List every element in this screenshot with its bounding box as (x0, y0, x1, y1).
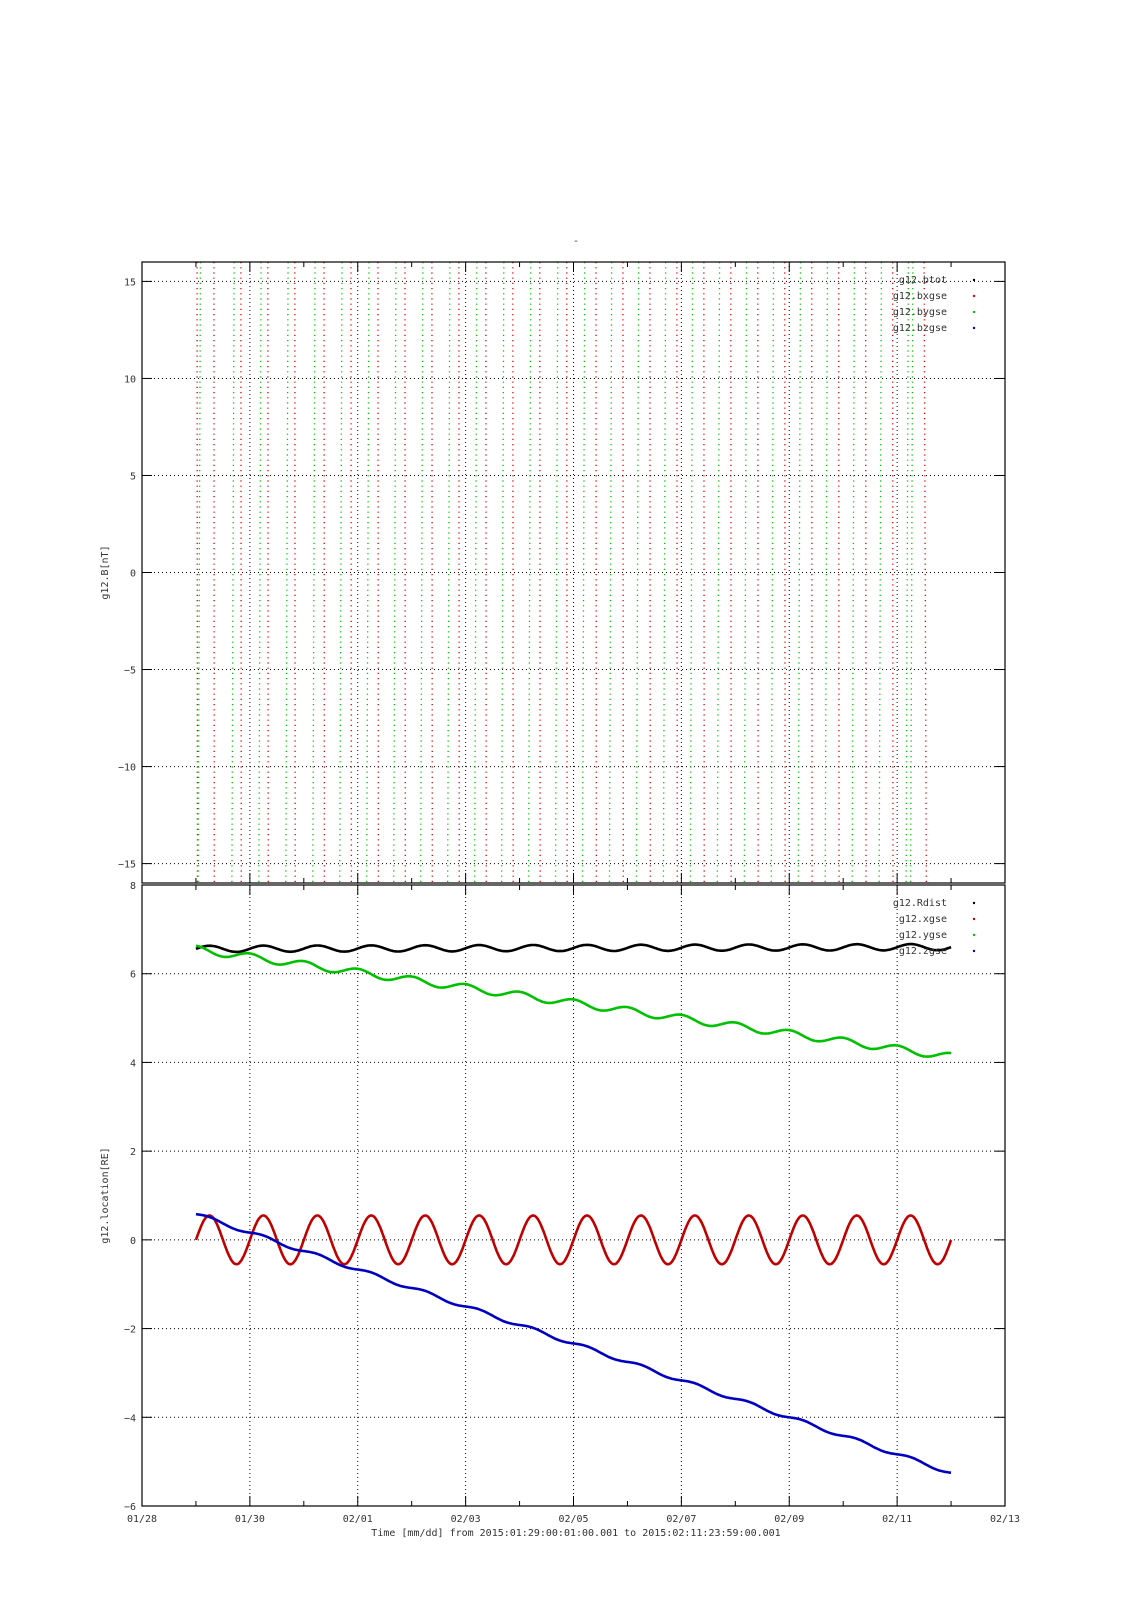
y-axis-title: g12.B[nT] (100, 545, 111, 599)
series-line-zgse (195, 1212, 952, 1474)
legend-label: g12.bygse (893, 307, 947, 318)
legend-marker (972, 278, 976, 282)
legend-marker (972, 949, 976, 953)
legend-label: g12.Rdist (893, 898, 947, 909)
x-tick-label: 02/01 (343, 1514, 373, 1525)
x-axis-title: Time [mm/dd] from 2015:01:29:00:01:00.00… (371, 1528, 780, 1539)
y-tick-label: 15 (124, 277, 136, 288)
y-tick-label: 0 (130, 569, 136, 580)
y-tick-label: 0 (130, 1236, 136, 1247)
y-tick-label: −2 (124, 1325, 136, 1336)
location-panel: −6 −4 −2 0 2 4 6 8 g12.location[RE] g12.Rdist g12.… (100, 881, 1020, 1525)
x-tick-label: 02/05 (558, 1514, 588, 1525)
y-tick-label: −10 (118, 763, 136, 774)
legend-marker (972, 326, 976, 330)
y-tick-label: 2 (130, 1147, 136, 1158)
series-line-Rdist (195, 942, 952, 954)
series-sweep-bygse (366, 262, 370, 883)
x-tick-label: 02/03 (451, 1514, 481, 1525)
legend-marker (972, 294, 976, 298)
series-sweep-bygse (258, 262, 262, 883)
y-tick-label: −6 (124, 1502, 136, 1513)
series-sweep-bygse (770, 262, 775, 883)
plot-frame (141, 261, 1006, 884)
series-sweep-bygse (554, 262, 559, 883)
y-tick-label: −4 (124, 1413, 136, 1424)
series-line-ygse (195, 944, 952, 1058)
x-tick-label: 02/11 (882, 1514, 912, 1525)
x-tick-label: 01/30 (235, 1514, 265, 1525)
series-sweep-bygse (339, 262, 343, 883)
legend-marker (972, 901, 976, 905)
y-tick-label: 10 (124, 374, 136, 385)
y-tick-label: −5 (124, 666, 136, 677)
x-tick-label: 02/07 (666, 1514, 696, 1525)
legend-label: g12.zgse (899, 946, 947, 957)
legend-label: g12.xgse (899, 914, 947, 925)
magnetic-field-panel: −15 −10 −5 0 5 10 15 g12.B[nT] g12.btot g12.bxgse… (100, 261, 1006, 884)
top-mark: - (573, 236, 579, 247)
legend-label: g12.btot (899, 275, 947, 286)
legend-label: g12.bxgse (893, 291, 947, 302)
series-line-xgse (194, 1214, 953, 1266)
legend-label: g12.ygse (899, 930, 947, 941)
series-sweep-bygse (231, 262, 235, 883)
y-tick-label: 6 (130, 970, 136, 981)
y-tick-label: 5 (130, 471, 136, 482)
y-tick-label: 8 (130, 881, 136, 892)
x-tick-label: 02/13 (990, 1514, 1020, 1525)
legend-marker (972, 933, 976, 937)
legend-label: g12.bzgse (893, 323, 947, 334)
legend-marker (972, 917, 976, 921)
y-tick-label: 4 (130, 1058, 136, 1069)
plot-frame (141, 884, 1006, 1507)
y-axis-title: g12.location[RE] (100, 1147, 111, 1243)
plot-area (194, 942, 953, 1474)
x-tick-label: 02/09 (774, 1514, 804, 1525)
y-tick-label: −15 (118, 860, 136, 871)
legend-marker (972, 310, 976, 314)
series-sweep-bygse (446, 262, 451, 883)
x-tick-label: 01/28 (127, 1514, 157, 1525)
series-sweep-bygse (662, 262, 667, 883)
series-sweep-bygse (878, 262, 883, 883)
